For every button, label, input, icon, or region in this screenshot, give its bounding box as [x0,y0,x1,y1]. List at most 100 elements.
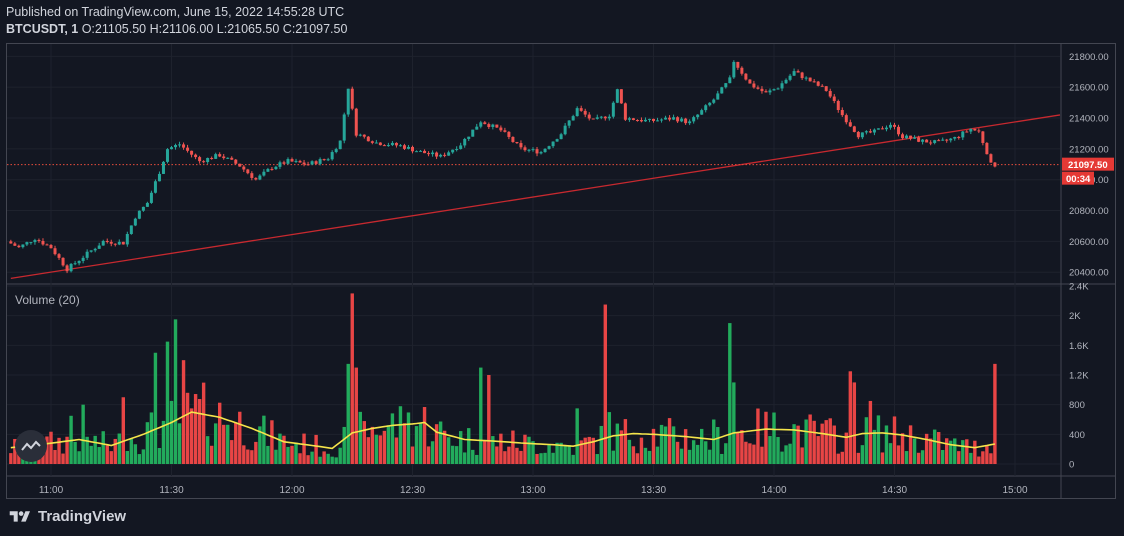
volume-bar [418,423,423,464]
candle-body [965,131,969,133]
volume-bar [957,451,961,464]
candle-body [65,265,69,272]
volume-bar [209,445,214,464]
candle-body [463,138,467,146]
volume-bar [543,452,547,464]
candle-body [872,129,876,133]
candle-body [178,144,182,146]
candle-body [218,154,222,157]
volume-bar [704,441,708,464]
price-tags: 21097.50 00:34 [1062,157,1114,185]
candle-body [905,135,909,139]
candle-body [137,210,141,219]
candle-body [884,127,888,130]
candle-body [583,110,587,115]
volume-bar [820,423,824,464]
candle-body [913,137,917,139]
volume-tick-label: 800 [1069,400,1085,411]
volume-bar [306,455,310,464]
volume-bar [832,425,836,464]
candle-body [398,145,402,147]
candle-body [623,103,627,120]
volume-bar [298,453,302,464]
volume-bar [708,449,712,464]
volume-bar [824,420,828,464]
candle-body [860,132,864,138]
candle-body [804,77,808,79]
candle-body [880,128,884,130]
volume-bar [475,454,479,464]
volume-bar [266,445,270,464]
volume-bar [234,422,238,464]
volume-bar [920,450,925,464]
candle-body [298,160,302,163]
volume-tick-label: 400 [1069,430,1085,441]
volume-bar [222,424,226,464]
candle-body [708,102,712,106]
candle-body [346,88,350,115]
volume-bar [374,434,379,464]
volume-bar [563,445,567,464]
candle-body [170,147,173,150]
volume-bar [450,445,455,464]
candle-body [531,149,535,151]
chart-frame [6,43,1116,499]
candle-body [672,117,676,120]
tradingview-watermark-icon [15,430,47,462]
volume-bar [523,434,527,464]
candle-body [89,250,93,252]
candle-body [619,89,623,104]
candle-body [732,61,736,78]
candle-body [720,87,724,94]
candle-body [893,124,896,127]
volume-bar [716,427,720,464]
volume-bar [109,451,113,464]
candle-body [547,146,551,149]
volume-bar [828,418,832,464]
volume-bar [483,440,487,464]
volume-bar [438,421,443,464]
candle-body [198,157,202,162]
candle-body [125,234,129,245]
volume-bar [169,400,174,464]
axes: 21800.0021600.0021400.0021200.0021000.00… [39,52,1109,496]
volume-bar [635,453,640,464]
volume-bar [326,453,330,464]
volume-bar [904,451,909,464]
volume-bar [165,341,170,464]
volume-bar [338,447,342,464]
candle-body [664,117,668,120]
tradingview-logo-icon [9,510,30,522]
volume-bar [567,445,571,464]
volume-bar [908,425,913,464]
candle-body [254,177,258,180]
candle-body [864,131,868,133]
candle-body [631,118,635,120]
volume-bar [752,444,756,464]
candle-body [876,128,880,130]
candle-body [366,136,370,142]
volume-bar [647,450,652,464]
volume-bar [246,449,250,464]
volume-bar [173,319,178,464]
candle-body [262,171,266,176]
volume-bar [238,411,242,464]
candle-body [888,124,892,128]
candle-body [214,154,218,159]
candle-body [495,124,499,128]
candle-body [358,134,362,136]
volume-bar [852,382,857,464]
countdown-tag [1062,171,1094,185]
volume-bar [53,450,57,464]
candle-body [724,83,728,88]
candle-body [985,142,989,155]
volume-bar [555,442,559,464]
volume-bar [157,448,162,464]
candle-body [37,240,41,242]
volume-bar [9,453,13,464]
volume-bar [503,451,507,464]
volume-bar [254,441,258,464]
candle-body [21,244,25,248]
volume-bar [969,452,973,464]
